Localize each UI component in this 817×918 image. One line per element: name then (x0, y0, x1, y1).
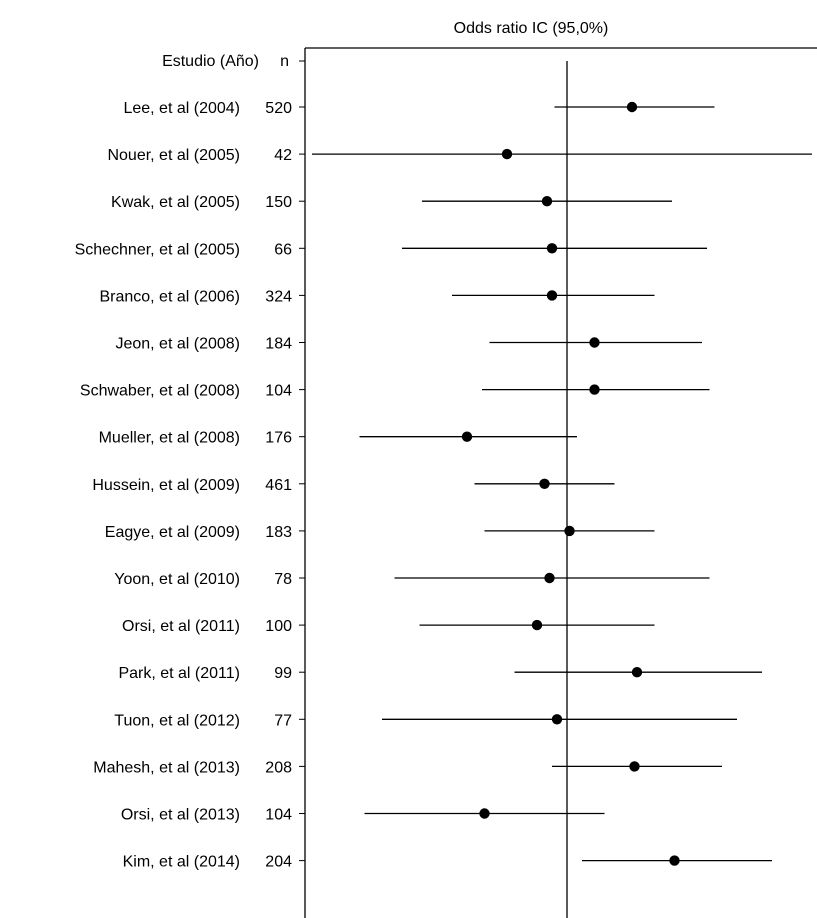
study-row: Orsi, et al (2013) 104 (121, 807, 605, 824)
point-estimate (631, 667, 643, 678)
n-value: 204 (265, 854, 292, 871)
study-row: Eagye, et al (2009) 183 (105, 524, 655, 541)
n-value: 176 (265, 430, 292, 447)
study-row: Jeon, et al (2008) 184 (115, 336, 702, 353)
study-row: Schwaber, et al (2008) 104 (80, 383, 710, 400)
point-estimate (546, 290, 558, 301)
point-estimate (564, 525, 575, 537)
study-row: Lee, et al (2004) 520 (123, 100, 715, 117)
n-value: 66 (274, 241, 292, 258)
study-label: Mueller, et al (2008) (99, 430, 240, 447)
n-value: 99 (274, 665, 292, 682)
study-row: Park, et al (2011) 99 (118, 665, 762, 682)
point-estimate (589, 337, 600, 348)
study-row: Schechner, et al (2005) 66 (75, 241, 707, 258)
point-estimate (501, 148, 513, 160)
study-row: Hussein, et al (2009) 461 (92, 477, 615, 494)
study-label: Schechner, et al (2005) (75, 241, 240, 258)
study-row: Branco, et al (2006) 324 (99, 288, 655, 305)
study-label: Jeon, et al (2008) (115, 336, 240, 353)
n-value: 100 (265, 618, 292, 635)
point-estimate (626, 101, 638, 113)
n-value: 208 (265, 759, 292, 776)
point-estimate (551, 714, 563, 725)
point-estimate (539, 478, 550, 489)
study-row: Tuon, et al (2012) 77 (114, 712, 737, 729)
study-label: Schwaber, et al (2008) (80, 383, 240, 400)
chart-title: Odds ratio IC (95,0%) (454, 20, 609, 37)
study-label: Lee, et al (2004) (123, 100, 240, 117)
point-estimate (531, 619, 543, 631)
study-row: Mueller, et al (2008) 176 (99, 430, 577, 447)
study-row: Orsi, et al (2011) 100 (122, 618, 655, 635)
point-estimate (541, 196, 553, 207)
study-label: Hussein, et al (2009) (92, 477, 240, 494)
study-label: Park, et al (2011) (118, 665, 240, 682)
study-label: Orsi, et al (2013) (121, 807, 240, 824)
study-label: Nouer, et al (2005) (107, 147, 240, 164)
plot-frame (299, 47, 817, 918)
n-value: 520 (265, 100, 292, 117)
point-estimate (461, 431, 473, 442)
point-estimate (546, 243, 558, 254)
study-label: Kwak, et al (2005) (111, 194, 240, 211)
n-value: 461 (265, 477, 292, 494)
study-row: Kim, et al (2014) 204 (123, 854, 772, 871)
n-value: 77 (274, 712, 292, 729)
study-label: Branco, et al (2006) (99, 288, 240, 305)
study-label: Kim, et al (2014) (123, 854, 240, 871)
study-label: Yoon, et al (2010) (114, 571, 240, 588)
n-value: 42 (274, 147, 292, 164)
study-row: Kwak, et al (2005) 150 (111, 194, 672, 211)
n-value: 104 (265, 383, 292, 400)
point-estimate (589, 384, 600, 395)
study-label: Tuon, et al (2012) (114, 712, 240, 729)
point-estimate (669, 855, 680, 866)
study-rows: Lee, et al (2004) 520 Nouer, et al (2005) 4… (75, 100, 812, 871)
n-value: 184 (265, 336, 292, 353)
point-estimate (479, 808, 490, 819)
n-value: 78 (274, 571, 292, 588)
n-value: 104 (265, 807, 292, 824)
n-value: 150 (265, 194, 292, 211)
point-estimate (544, 572, 555, 584)
study-column-header: Estudio (Año) (162, 53, 259, 70)
study-label: Mahesh, et al (2013) (93, 759, 240, 776)
study-row: Yoon, et al (2010) 78 (114, 571, 710, 588)
study-row: Mahesh, et al (2013) 208 (93, 759, 722, 776)
study-label: Orsi, et al (2011) (122, 618, 240, 635)
n-value: 324 (265, 288, 292, 305)
study-row: Nouer, et al (2005) 42 (107, 147, 812, 164)
n-value: 183 (265, 524, 292, 541)
point-estimate (629, 761, 640, 772)
study-label: Eagye, et al (2009) (105, 524, 240, 541)
n-column-header: n (280, 53, 289, 70)
